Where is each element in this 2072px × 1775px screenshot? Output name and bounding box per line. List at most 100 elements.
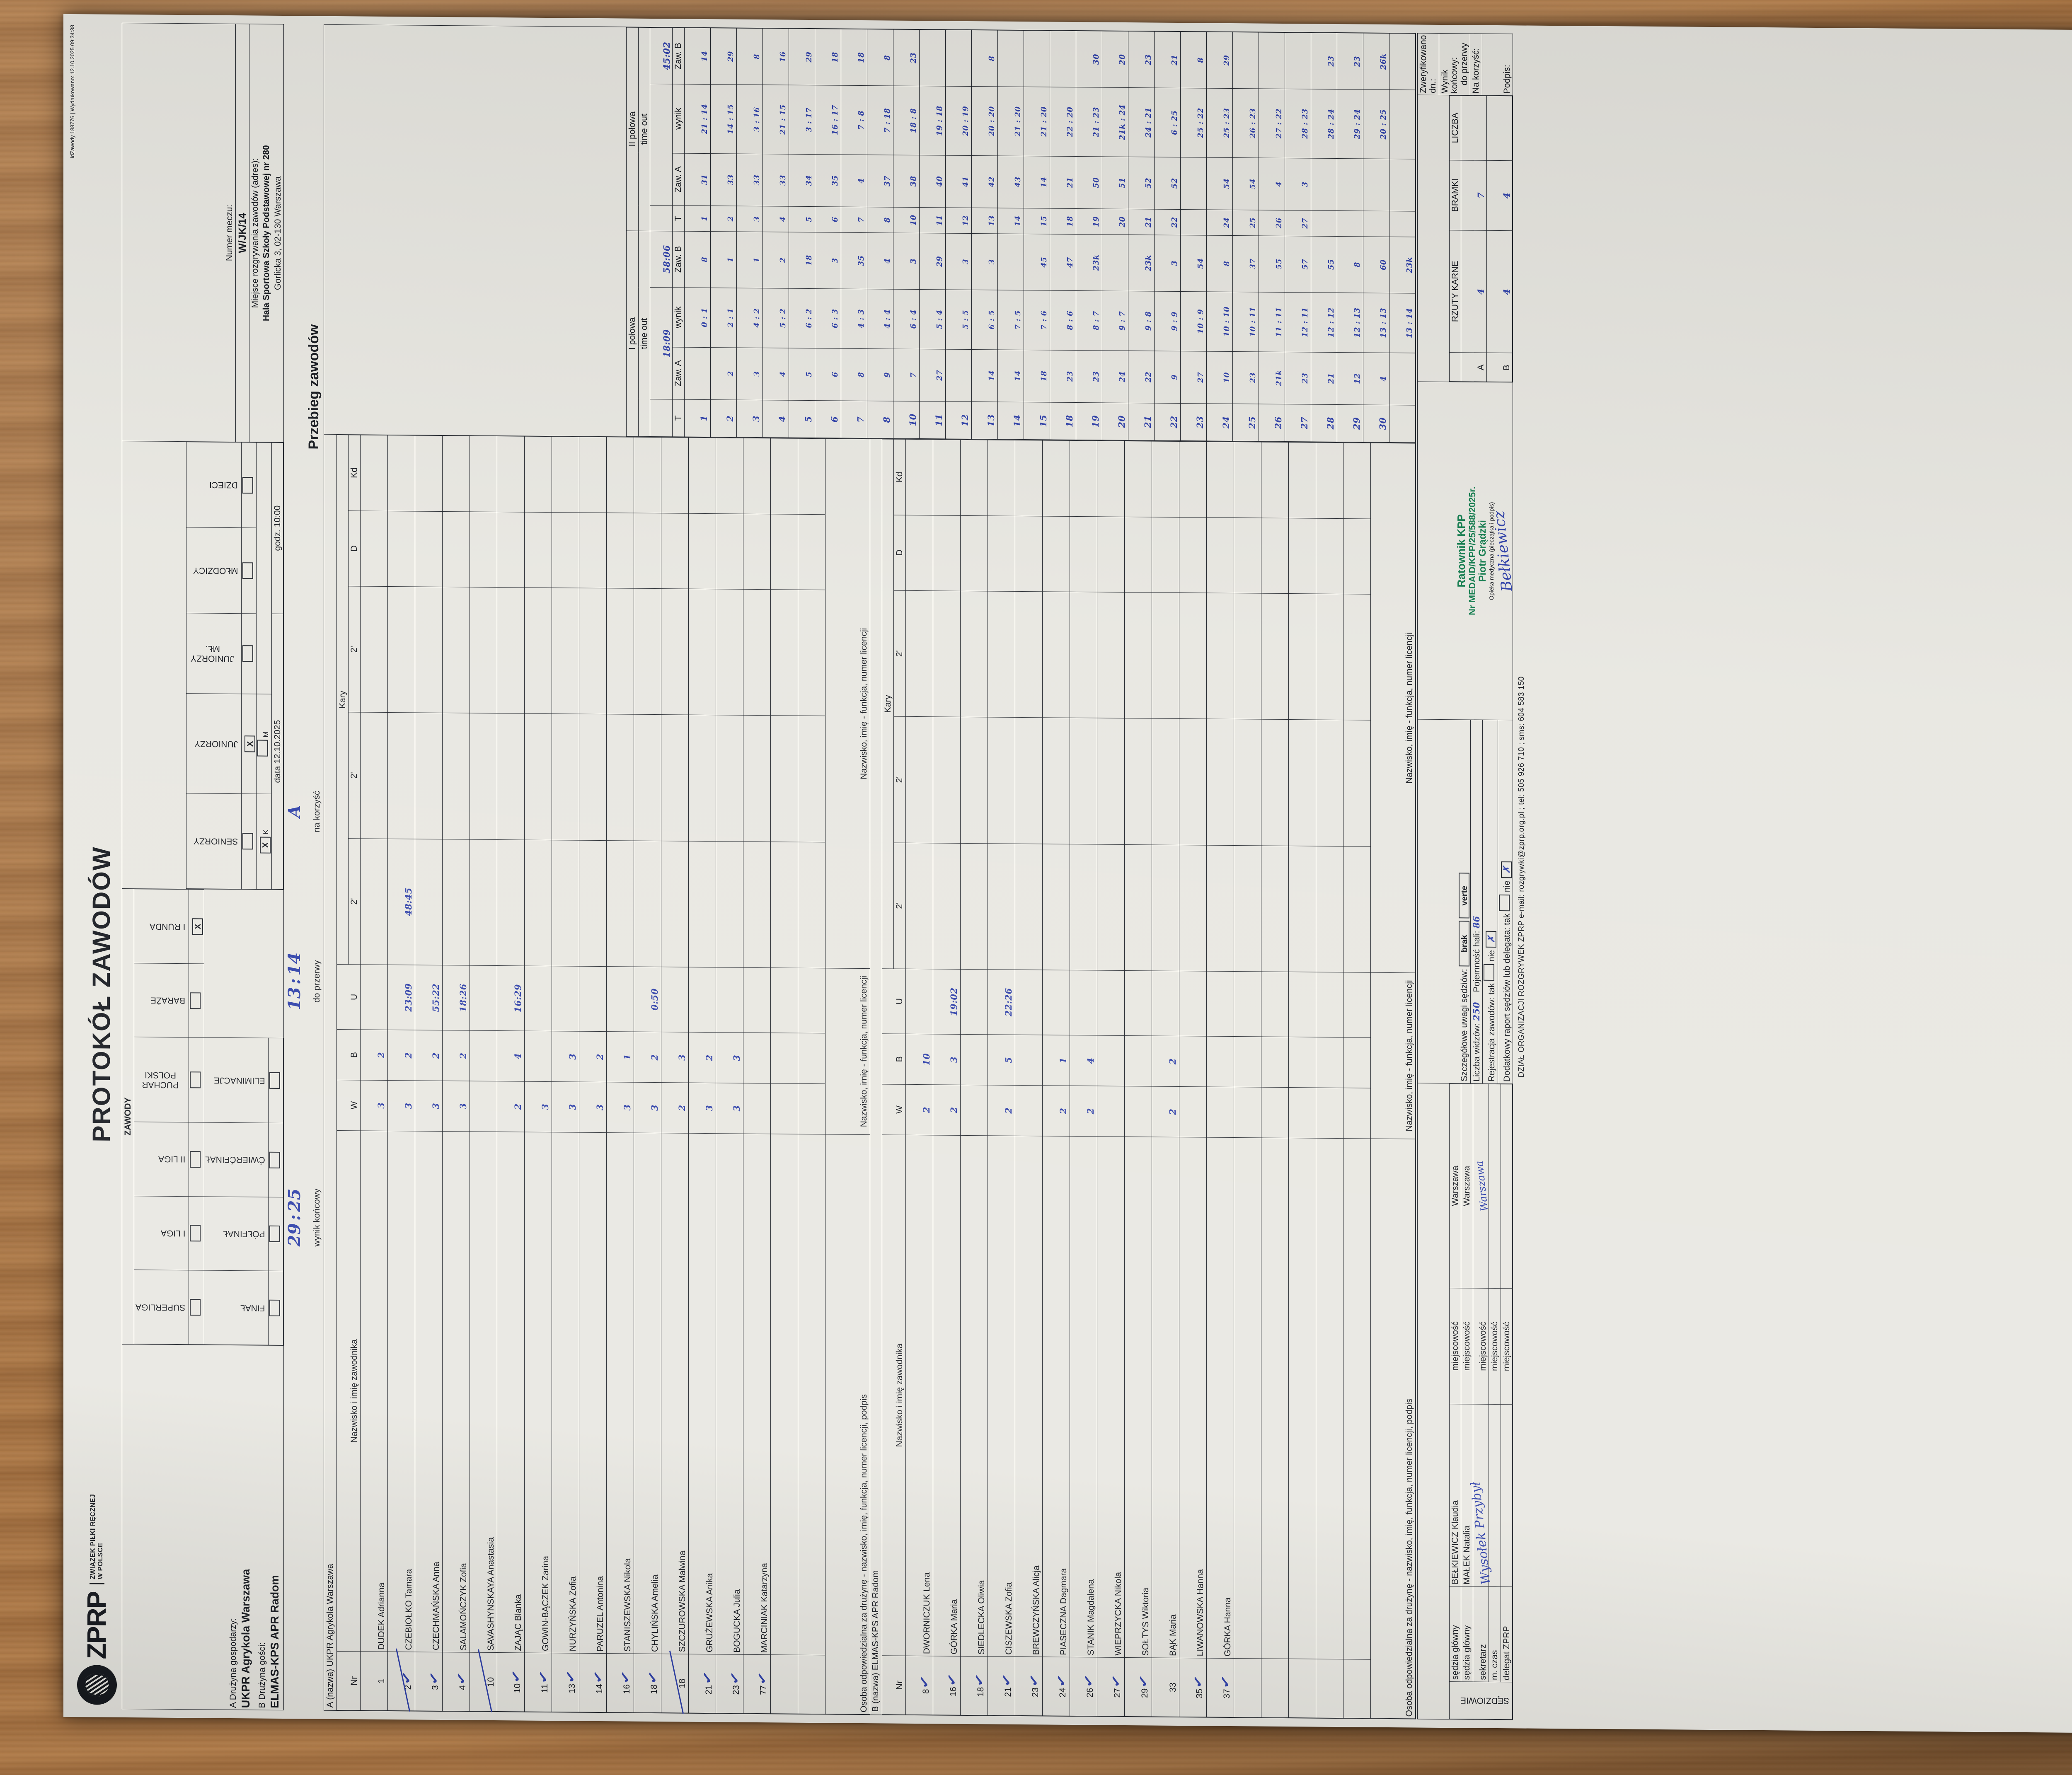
table-row[interactable]: 13✓ NURZYŃSKA Zofia 3 3 (552, 436, 579, 1712)
table-row[interactable]: 13 14 6 : 5 3 13 42 20 : 20 8 (971, 30, 998, 440)
table-row[interactable]: 13 : 14 23k (1389, 33, 1416, 443)
table-row[interactable]: 14✓ PARUZEL Antonina 3 2 (579, 437, 606, 1712)
table-row[interactable]: 2✓ CZEBIOŁKO Tamara 3 2 23:09 48:45 (387, 435, 415, 1711)
table-row[interactable]: 18✓ CHYLIŃSKA Amelia 3 2 0:50 (634, 437, 661, 1713)
table-row[interactable]: 35✓ LIWANOWSKA Hanna (1179, 441, 1206, 1717)
stage-box-0[interactable] (269, 1299, 280, 1317)
table-row[interactable] (1288, 442, 1316, 1718)
stage-checkbox-3[interactable] (268, 1038, 283, 1123)
table-row[interactable]: 21✓ CISZEWSKA Zofia 2 5 22:26 (988, 440, 1015, 1716)
table-row[interactable] (770, 438, 798, 1714)
category-box-2[interactable] (242, 645, 253, 662)
table-row[interactable]: 37✓ GÓRKA Hanna (1206, 441, 1234, 1717)
category-checkbox-0[interactable] (241, 793, 257, 889)
table-row[interactable]: 26✓ STANIK Magdalena 2 4 (1070, 440, 1097, 1716)
table-row[interactable]: 11 27 5 : 4 29 11 40 19 : 18 (919, 29, 946, 439)
competition-box-0[interactable] (190, 1299, 201, 1316)
competition-checkbox-3[interactable] (189, 1037, 204, 1122)
table-row[interactable]: 4✓ SALAMOŃCZYK Zofia 3 2 18:26 (442, 435, 470, 1712)
table-row[interactable]: 18✓ SIEDLECKA Oliwia (960, 440, 988, 1715)
table-row[interactable] (1234, 442, 1261, 1718)
stage-box-1[interactable] (269, 1226, 280, 1243)
category-checkbox-2[interactable] (241, 613, 257, 694)
competition-checkbox-0[interactable] (189, 1270, 204, 1345)
table-row[interactable]: 18 SZCZUROWSKA Malwina 2 3 (661, 437, 689, 1713)
table-row[interactable]: 11✓ GOWIN-BĄCZEK Zarina 3 (524, 436, 552, 1712)
category-checkbox-3[interactable] (241, 528, 257, 614)
competition-checkbox-5[interactable]: X (189, 889, 204, 964)
table-row[interactable] (1343, 443, 1371, 1719)
competition-checkbox-1[interactable] (189, 1196, 204, 1271)
table-row[interactable]: 28 21 12 : 12 55 28 : 24 23 (1311, 32, 1337, 442)
table-row[interactable]: 33 BĄK Maria 2 2 (1152, 441, 1179, 1717)
table-row[interactable]: 12 5 : 5 3 12 41 20 : 19 (945, 30, 972, 439)
table-row[interactable]: 1 DUDEK Adrianna 3 2 (360, 435, 388, 1711)
table-row[interactable]: 27✓ WIEPRZYCKA Nikola (1097, 440, 1124, 1717)
table-row[interactable]: 23✓ BOGUCKA Julia 3 3 (716, 438, 743, 1714)
gender-cell-K[interactable]: XK (256, 793, 272, 890)
category-box-4[interactable] (242, 476, 253, 494)
delegate-box-tak[interactable] (1498, 894, 1510, 912)
table-row[interactable]: 24✓ PIASECZNA Dagmara 2 1 (1042, 440, 1070, 1716)
competition-box-4[interactable] (190, 992, 201, 1009)
table-row[interactable]: 19 23 8 : 7 23k 19 50 21 : 23 30 (1076, 31, 1102, 440)
table-row[interactable]: 15 18 7 : 6 45 15 14 21 : 20 (1024, 30, 1050, 440)
table-row[interactable]: 21✓ GRUŻEWSKA Anika 3 2 (688, 438, 716, 1713)
table-row[interactable]: 25 23 10 : 11 37 25 54 26 : 23 (1232, 32, 1259, 441)
competition-box-5[interactable]: X (192, 918, 203, 935)
table-row[interactable] (1261, 442, 1289, 1718)
table-row[interactable]: 16✓ GÓRKA Maria 2 3 19:02 (933, 439, 960, 1715)
table-row[interactable]: 18 23 8 : 6 47 18 21 22 : 20 (1050, 31, 1076, 440)
table-row[interactable] (798, 438, 825, 1714)
table-row[interactable]: 23✓ BREWCZYŃSKA Alicja (1015, 440, 1042, 1716)
category-checkbox-1[interactable]: X (241, 694, 257, 794)
table-row[interactable]: 10✓ ZAJĄC Blanka 2 4 16:29 (497, 436, 524, 1712)
table-row[interactable]: 10 7 6 : 4 3 10 38 18 : 8 23 (893, 29, 920, 439)
verte-box[interactable]: verte (1458, 873, 1469, 919)
table-row[interactable]: 26 21k 11 : 11 55 26 4 27 : 22 (1259, 32, 1285, 442)
competition-checkbox-4[interactable] (189, 963, 204, 1038)
stage-checkbox-2[interactable] (268, 1123, 283, 1197)
gender-box-M[interactable] (257, 740, 269, 757)
table-row[interactable]: 77✓ MARCINIAK Katarzyna (743, 438, 770, 1714)
table-row[interactable]: 23 27 10 : 9 54 25 : 22 8 (1180, 31, 1207, 441)
competition-box-3[interactable] (190, 1071, 201, 1088)
table-row[interactable]: 30 4 13 : 13 60 20 : 25 26k (1363, 33, 1389, 443)
table-row[interactable] (1316, 443, 1343, 1718)
table-row[interactable]: 14 14 7 : 5 14 43 21 : 20 (997, 30, 1024, 440)
registration-box-tak[interactable] (1484, 964, 1495, 981)
competition-box-2[interactable] (190, 1151, 201, 1168)
stage-checkbox-0[interactable] (268, 1271, 283, 1345)
stage-checkbox-1[interactable] (268, 1197, 283, 1271)
gender-cell-M[interactable]: M (256, 694, 272, 794)
table-row[interactable]: 20 24 9 : 7 20 51 21k : 24 20 (1102, 31, 1128, 440)
competition-checkbox-2[interactable] (189, 1122, 204, 1197)
stage-box-3[interactable] (269, 1072, 280, 1089)
category-box-3[interactable] (242, 562, 253, 579)
table-row[interactable]: 10 SAVASHYNSKAYA Anastasia (470, 436, 497, 1712)
registration-box-nie[interactable]: ✗ (1486, 931, 1497, 948)
delegate-box-nie[interactable]: ✗ (1501, 861, 1512, 878)
table-row[interactable]: 29✓ SOŁTYS Wiktoria (1124, 441, 1152, 1717)
category-box-0[interactable] (242, 833, 253, 850)
competition-box-1[interactable] (190, 1225, 201, 1242)
gender-box-K[interactable]: X (259, 837, 271, 854)
remarks-value[interactable]: brak (1458, 921, 1469, 967)
table-row[interactable]: 27 23 12 : 11 57 27 3 28 : 23 (1285, 32, 1311, 442)
category-checkbox-4[interactable] (241, 442, 257, 528)
table-row[interactable]: 29 12 12 : 13 8 29 : 24 23 (1337, 33, 1363, 442)
table-row[interactable]: 8✓ DWORNICZUK Lena 2 10 (905, 439, 933, 1715)
table-row[interactable]: 24 10 10 : 10 8 24 54 25 : 23 29 (1206, 31, 1233, 441)
table-row[interactable]: 22 9 9 : 9 3 22 52 6 : 25 21 (1154, 31, 1181, 441)
table-row[interactable]: 3✓ CZECHMAŃSKA Anna 3 2 55:22 (415, 435, 442, 1711)
stage-box-2[interactable] (269, 1151, 280, 1168)
table-row[interactable]: 21 22 9 : 8 23k 21 52 24 : 21 23 (1128, 31, 1155, 441)
